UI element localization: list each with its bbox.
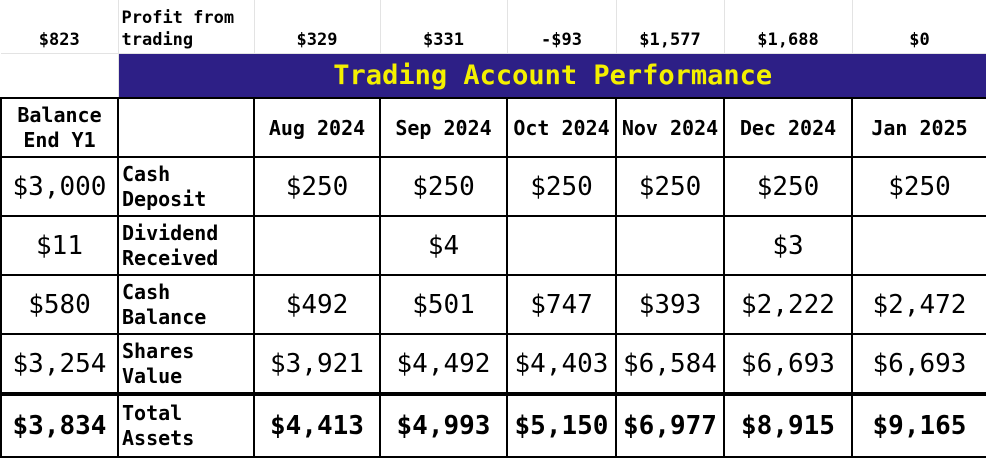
sheet-title[interactable]: Trading Account Performance (118, 53, 986, 99)
balance-header[interactable]: Balance End Y1 (0, 97, 119, 158)
value-cell[interactable] (506, 215, 617, 276)
value-cell[interactable]: $3,921 (253, 333, 381, 395)
total-balance-cell[interactable]: $3,834 (0, 392, 119, 458)
balance-cell[interactable]: $11 (0, 215, 119, 276)
profit-cell[interactable]: $1,577 (616, 0, 725, 54)
value-cell[interactable]: $393 (615, 274, 725, 335)
value-cell[interactable]: $250 (379, 156, 508, 217)
profit-cell[interactable]: $331 (380, 0, 508, 54)
value-cell[interactable]: $4 (379, 215, 508, 276)
row-cash-balance: $580 Cash Balance $492 $501 $747 $393 $2… (0, 274, 986, 335)
value-cell[interactable]: $250 (506, 156, 617, 217)
value-cell[interactable] (851, 215, 986, 276)
value-cell[interactable]: $250 (851, 156, 986, 217)
profit-cell[interactable]: $0 (852, 0, 986, 54)
value-cell[interactable]: $250 (723, 156, 853, 217)
value-cell[interactable]: $501 (379, 274, 508, 335)
header-row: Balance End Y1 Aug 2024 Sep 2024 Oct 202… (0, 97, 986, 158)
value-cell[interactable]: $250 (253, 156, 381, 217)
balance-cell[interactable]: $3,254 (0, 333, 119, 395)
title-row: Trading Account Performance (1, 53, 986, 99)
label-header[interactable] (117, 97, 255, 158)
total-cell[interactable]: $8,915 (723, 392, 853, 458)
profit-label[interactable]: Profit from trading (118, 0, 255, 54)
month-header[interactable]: Sep 2024 (379, 97, 508, 158)
row-label[interactable]: Cash Deposit (117, 156, 255, 217)
value-cell[interactable] (615, 215, 725, 276)
total-label[interactable]: Total Assets (117, 392, 255, 458)
month-header[interactable]: Dec 2024 (723, 97, 853, 158)
row-shares-value: $3,254 Shares Value $3,921 $4,492 $4,403… (0, 333, 986, 395)
value-cell[interactable]: $4,403 (506, 333, 617, 395)
value-cell[interactable] (253, 215, 381, 276)
month-header[interactable]: Oct 2024 (506, 97, 617, 158)
row-total-assets: $3,834 Total Assets $4,413 $4,993 $5,150… (0, 392, 986, 458)
profit-cell[interactable]: $329 (254, 0, 381, 54)
total-cell[interactable]: $4,413 (253, 392, 381, 458)
total-cell[interactable]: $9,165 (851, 392, 986, 458)
month-header[interactable]: Aug 2024 (253, 97, 381, 158)
profit-row: $823 Profit from trading $329 $331 -$93 … (1, 0, 986, 54)
value-cell[interactable]: $2,472 (851, 274, 986, 335)
blank-cell[interactable] (1, 53, 119, 99)
value-cell[interactable]: $6,693 (723, 333, 853, 395)
value-cell[interactable]: $250 (615, 156, 725, 217)
profit-cell[interactable]: -$93 (507, 0, 617, 54)
row-label[interactable]: Cash Balance (117, 274, 255, 335)
profit-cell-y1[interactable]: $823 (1, 0, 119, 54)
row-cash-deposit: $3,000 Cash Deposit $250 $250 $250 $250 … (0, 156, 986, 217)
month-header[interactable]: Jan 2025 (851, 97, 986, 158)
row-label[interactable]: Dividend Received (117, 215, 255, 276)
value-cell[interactable]: $747 (506, 274, 617, 335)
row-dividend-received: $11 Dividend Received $4 $3 (0, 215, 986, 276)
row-label[interactable]: Shares Value (117, 333, 255, 395)
total-cell[interactable]: $5,150 (506, 392, 617, 458)
value-cell[interactable]: $492 (253, 274, 381, 335)
value-cell[interactable]: $6,693 (851, 333, 986, 395)
value-cell[interactable]: $3 (723, 215, 853, 276)
total-cell[interactable]: $4,993 (379, 392, 508, 458)
value-cell[interactable]: $6,584 (615, 333, 725, 395)
balance-cell[interactable]: $3,000 (0, 156, 119, 217)
profit-cell[interactable]: $1,688 (724, 0, 853, 54)
value-cell[interactable]: $2,222 (723, 274, 853, 335)
balance-cell[interactable]: $580 (0, 274, 119, 335)
total-cell[interactable]: $6,977 (615, 392, 725, 458)
value-cell[interactable]: $4,492 (379, 333, 508, 395)
month-header[interactable]: Nov 2024 (615, 97, 725, 158)
